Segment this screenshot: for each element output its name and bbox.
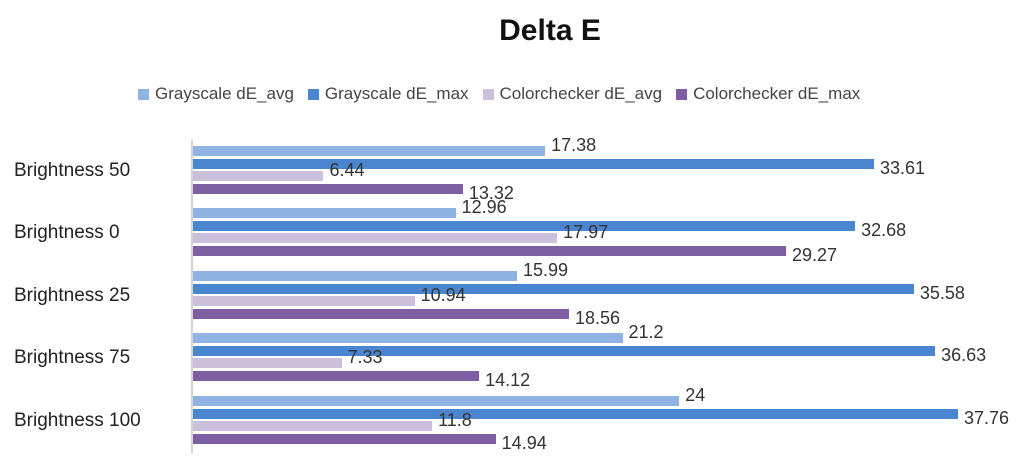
bar: [193, 333, 623, 343]
legend-label: Colorchecker dE_max: [693, 84, 861, 103]
legend-label: Grayscale dE_max: [324, 84, 469, 103]
category-label: Brightness 100: [14, 410, 141, 431]
legend-label: Grayscale dE_avg: [155, 84, 294, 103]
data-label: 11.8: [438, 410, 472, 430]
data-label: 14.94: [501, 432, 547, 453]
data-label: 10.94: [420, 285, 466, 305]
data-label: 17.97: [563, 222, 609, 242]
data-label: 12.96: [461, 197, 507, 217]
category-axis: [191, 140, 193, 453]
data-label: 32.68: [861, 219, 907, 240]
data-label: 33.61: [879, 157, 925, 178]
data-label: 14.12: [485, 369, 531, 390]
bar: [193, 433, 496, 444]
category-label: Brightness 0: [14, 222, 120, 243]
legend-item-grayscale-avg: Grayscale dE_avg: [138, 84, 294, 104]
category-label: Brightness 50: [14, 160, 131, 181]
bar: [193, 408, 959, 419]
bar: [193, 396, 680, 406]
legend-swatch: [676, 88, 688, 100]
data-label: 15.99: [522, 260, 568, 280]
data-label: 36.63: [941, 344, 987, 365]
legend-swatch: [482, 88, 494, 100]
data-label: 17.38: [551, 135, 597, 155]
bar: [193, 146, 546, 156]
data-label: 6.44: [329, 160, 365, 180]
bar: [193, 233, 558, 243]
bar: [193, 283, 914, 294]
legend-swatch: [138, 88, 149, 100]
data-label: 13.32: [468, 182, 514, 203]
bar: [193, 220, 856, 231]
data-label: 24: [685, 385, 706, 405]
data-label: 35.58: [919, 282, 965, 303]
bar: [193, 183, 463, 194]
bar: [193, 358, 342, 368]
data-label: 37.76: [964, 407, 1010, 428]
category-label: Brightness 75: [14, 347, 131, 368]
chart-title: Delta E: [499, 14, 601, 47]
bar: [193, 308, 570, 319]
legend-item-colorchecker-avg: Colorchecker dE_avg: [482, 84, 663, 104]
data-label: 21.2: [628, 322, 664, 342]
data-label: 7.33: [347, 347, 383, 367]
bar: [193, 171, 324, 181]
bar: [193, 296, 415, 306]
legend-label: Colorchecker dE_avg: [499, 84, 663, 103]
bar: [193, 158, 874, 169]
data-label: 29.27: [792, 244, 838, 265]
legend-item-grayscale-max: Grayscale dE_max: [307, 84, 469, 104]
bar: [193, 208, 456, 218]
bar: [193, 421, 433, 431]
bar: [193, 245, 786, 256]
chart-legend: Grayscale dE_avg Grayscale dE_max Colorc…: [138, 84, 860, 104]
bar: [193, 345, 936, 356]
bar: [193, 271, 517, 281]
category-label: Brightness 25: [14, 285, 131, 306]
bar: [193, 370, 480, 381]
data-label: 18.56: [575, 307, 621, 328]
legend-swatch: [307, 88, 319, 100]
legend-item-colorchecker-max: Colorchecker dE_max: [676, 84, 860, 104]
